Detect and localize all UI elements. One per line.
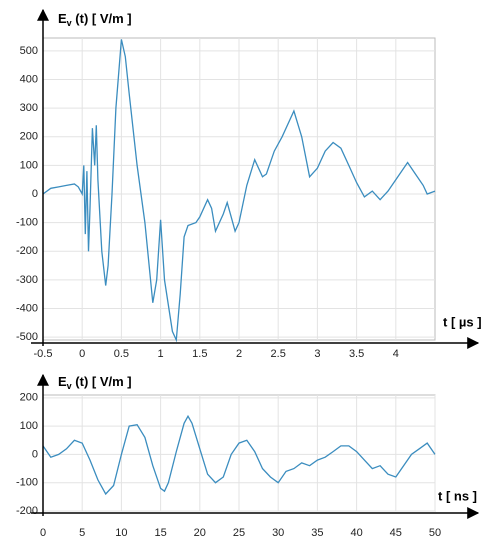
x-tick-label: 0 [79, 348, 85, 360]
x-tick-label: -0.5 [34, 348, 53, 360]
line-series [42, 414, 436, 496]
x-tick-label: 3 [314, 348, 320, 360]
x-tick-label: 45 [390, 527, 402, 539]
y-axis-label-sub: v [67, 18, 72, 28]
x-tick-label: 10 [115, 527, 127, 539]
x-tick-label: 0 [40, 527, 46, 539]
x-tick-label: 3.5 [349, 348, 364, 360]
y-tick-label: 300 [20, 102, 38, 114]
y-tick-label: 0 [32, 188, 38, 200]
y-tick-label: -500 [16, 331, 38, 343]
x-axis-label: t [ µs ] [443, 314, 482, 329]
y-tick-label: -100 [16, 217, 38, 229]
x-tick-label: 5 [79, 527, 85, 539]
y-axis-label: Ev (t) [ V/m ] [58, 374, 132, 391]
y-tick-label: 500 [20, 45, 38, 57]
y-tick-label: 100 [20, 159, 38, 171]
x-tick-label: 15 [154, 527, 166, 539]
y-tick-label: 200 [20, 131, 38, 143]
y-tick-label: -200 [16, 245, 38, 257]
x-tick-label: 2 [236, 348, 242, 360]
y-axis-label: Ev (t) [ V/m ] [58, 11, 132, 28]
x-tick-label: 2.5 [271, 348, 286, 360]
x-tick-label: 50 [429, 527, 441, 539]
line-series [42, 39, 436, 343]
y-tick-label: -400 [16, 302, 38, 314]
x-tick-label: 1 [158, 348, 164, 360]
y-tick-label: -300 [16, 274, 38, 286]
y-axis-label-main: E [58, 374, 67, 389]
x-tick-label: 20 [194, 527, 206, 539]
x-tick-label: 40 [350, 527, 362, 539]
x-tick-label: 35 [311, 527, 323, 539]
x-tick-label: 4 [393, 348, 399, 360]
x-tick-label: 25 [233, 527, 245, 539]
y-tick-label: 0 [32, 448, 38, 460]
y-tick-label: 200 [20, 392, 38, 404]
x-axis-label: t [ ns ] [438, 488, 477, 503]
y-tick-label: -100 [16, 477, 38, 489]
y-axis-label-rest: (t) [ V/m ] [72, 11, 132, 26]
y-tick-label: 400 [20, 73, 38, 85]
y-tick-label: 100 [20, 420, 38, 432]
y-axis-label-main: E [58, 11, 67, 26]
plots: -500-400-300-200-1000100200300400500-0.5… [16, 8, 482, 539]
y-axis-label-sub: v [67, 381, 72, 391]
x-tick-label: 30 [272, 527, 284, 539]
y-tick-label: -200 [16, 505, 38, 517]
y-axis-label-rest: (t) [ V/m ] [72, 374, 132, 389]
x-tick-label: 1.5 [192, 348, 207, 360]
x-tick-label: 0.5 [114, 348, 129, 360]
